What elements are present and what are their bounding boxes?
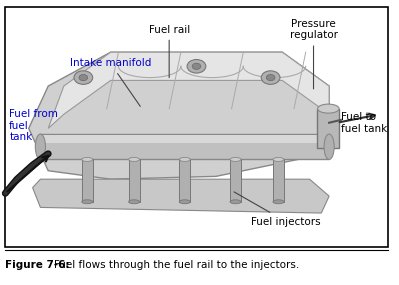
FancyBboxPatch shape [5,7,388,247]
Ellipse shape [179,200,190,204]
Bar [273,159,284,202]
Ellipse shape [128,157,140,161]
Circle shape [261,71,280,84]
Polygon shape [29,52,329,179]
Text: Fuel from
fuel
tank: Fuel from fuel tank [9,109,58,142]
Ellipse shape [82,200,93,204]
Text: Pressure
regulator: Pressure regulator [290,19,338,89]
Text: Figure 7-6:: Figure 7-6: [5,260,70,270]
Ellipse shape [273,157,284,161]
Circle shape [79,74,88,81]
Bar [82,159,93,202]
Polygon shape [33,179,329,213]
Text: Fuel flows through the fuel rail to the injectors.: Fuel flows through the fuel rail to the … [54,260,299,270]
Ellipse shape [318,104,339,113]
Ellipse shape [230,157,241,161]
Ellipse shape [273,200,284,204]
Ellipse shape [128,200,140,204]
Ellipse shape [82,157,93,161]
Circle shape [187,60,206,73]
Bar [128,159,140,202]
Bar [179,159,190,202]
Bar [230,159,241,202]
Bar [40,135,329,142]
Text: Fuel rail: Fuel rail [148,25,190,78]
Text: Fuel injectors: Fuel injectors [234,192,321,227]
Ellipse shape [324,134,334,159]
Text: Fuel to
fuel tank: Fuel to fuel tank [341,112,387,134]
Bar [318,109,339,148]
Ellipse shape [230,200,241,204]
Text: Intake manifold: Intake manifold [70,58,151,106]
Polygon shape [48,52,329,128]
Circle shape [192,63,201,70]
Bar [40,134,329,159]
Ellipse shape [179,157,190,161]
Circle shape [74,71,93,84]
Circle shape [266,74,275,81]
Ellipse shape [36,134,45,159]
